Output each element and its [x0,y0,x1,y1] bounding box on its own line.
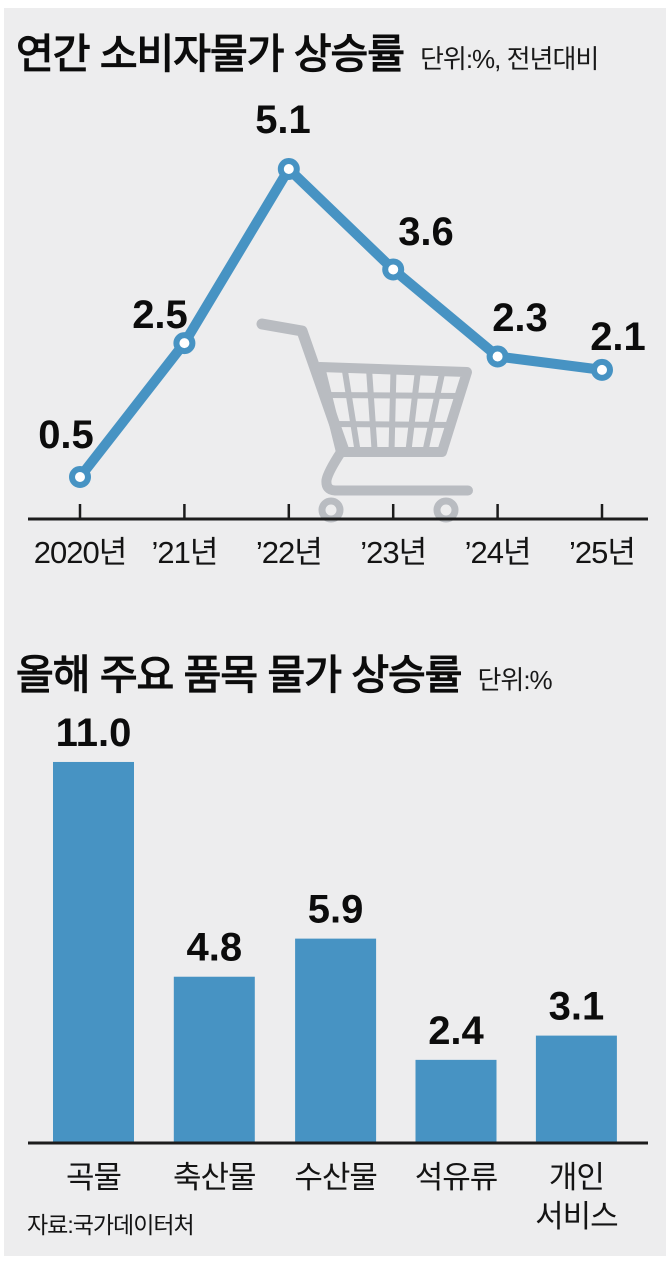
bar [415,1059,497,1143]
value-label: 3.6 [398,210,454,254]
x-axis-label: 2020년 [34,535,126,570]
line-chart-unit-label: 단위:%, 전년대비 [419,44,599,74]
value-label: 0.5 [38,413,94,457]
value-label: 4.8 [186,926,242,970]
x-axis-label: 석유류 [415,1160,498,1195]
data-point [382,258,405,281]
x-axis-label: ’22년 [256,535,322,570]
x-axis-label: 수산물 [294,1160,377,1195]
x-axis-label: ’25년 [569,535,635,570]
value-label: 2.1 [590,315,646,359]
x-axis-label: 서비스 [535,1199,618,1234]
data-point [486,345,509,368]
bar [295,938,377,1143]
x-axis-label: ’21년 [151,535,217,570]
value-label: 2.4 [428,1009,484,1053]
value-label: 3.1 [549,985,605,1029]
line-chart: 2020년 ’21년 ’22년 ’23년 ’24년 ’25년 0.5 2.5 5.1 3.6 2.3… [28,98,648,570]
bar [535,1035,617,1143]
data-point [277,158,300,181]
x-axis-label: 곡물 [66,1160,121,1195]
line-chart-title: 연간 소비자물가 상승률 [16,31,405,77]
data-line [75,164,607,483]
bar-chart-title-row: 올해 주요 품목 물가 상승률 단위:% [16,641,553,701]
value-label: 2.3 [492,296,548,340]
bar-chart-title: 올해 주요 품목 물가 상승률 [16,652,462,698]
bar-chart-unit-label: 단위:% [477,665,552,695]
value-label: 11.0 [56,711,132,755]
x-axis-label: 개인 [549,1160,604,1195]
value-label: 2.5 [132,293,188,337]
line-chart-title-row: 연간 소비자물가 상승률 단위:%, 전년대비 [16,20,599,80]
shopping-cart-icon [256,318,473,523]
bar [173,976,255,1143]
source-label: 자료:국가데이터처 [27,1212,195,1238]
data-point [69,466,91,489]
bar [53,761,134,1143]
data-point [173,332,196,355]
value-label: 5.9 [308,888,364,932]
x-axis-label: ’23년 [360,535,426,570]
x-axis-label: 축산물 [173,1160,256,1195]
x-axis-label: ’24년 [465,535,531,570]
value-label: 5.1 [255,98,311,142]
data-point [591,358,613,381]
